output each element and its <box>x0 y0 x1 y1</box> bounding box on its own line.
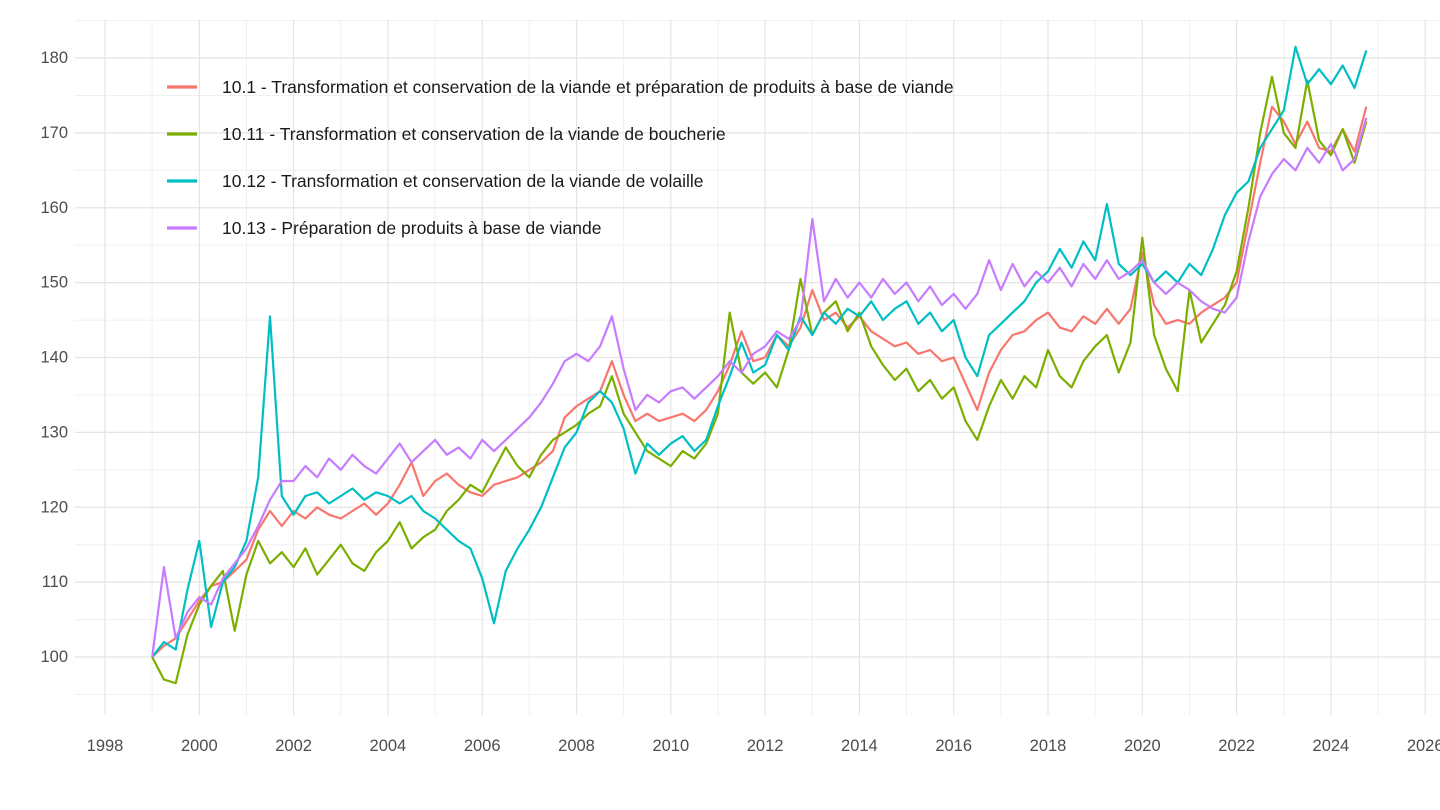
series-line-10.11 <box>151 75 1368 685</box>
x-axis-tick-label: 2002 <box>275 737 312 755</box>
x-axis-tick-label: 2018 <box>1030 737 1067 755</box>
y-axis-tick-label: 150 <box>40 274 68 292</box>
x-axis-tick-label: 2012 <box>747 737 784 755</box>
legend-label-10.13: 10.13 - Préparation de produits à base d… <box>222 218 601 238</box>
y-axis-tick-label: 180 <box>40 49 68 67</box>
x-axis-tick-label: 2000 <box>181 737 218 755</box>
y-axis-tick-label: 120 <box>40 498 68 516</box>
x-axis-tick-label: 2022 <box>1218 737 1255 755</box>
x-axis-tick-label: 2004 <box>370 737 407 755</box>
x-axis-tick-label: 2026 <box>1407 737 1440 755</box>
y-axis-tick-label: 170 <box>40 124 68 142</box>
x-axis-tick-label: 1998 <box>87 737 124 755</box>
y-axis-tick-label: 140 <box>40 349 68 367</box>
x-axis-tick-label: 2010 <box>652 737 689 755</box>
x-axis-tick-label: 2024 <box>1313 737 1350 755</box>
y-axis-tick-label: 100 <box>40 648 68 666</box>
y-axis-tick-label: 110 <box>42 573 68 591</box>
series-line-10.13 <box>151 117 1368 658</box>
x-axis-tick-label: 2006 <box>464 737 501 755</box>
x-axis-tick-label: 2016 <box>935 737 972 755</box>
series-line-10.1 <box>151 105 1368 658</box>
legend-label-10.11: 10.11 - Transformation et conservation d… <box>222 124 726 144</box>
x-axis-tick-label: 2008 <box>558 737 595 755</box>
series-line-10.12 <box>151 45 1368 658</box>
x-axis-tick-label: 2020 <box>1124 737 1161 755</box>
y-axis-tick-label: 130 <box>40 423 68 441</box>
y-axis-tick-label: 160 <box>40 199 68 217</box>
legend-label-10.1: 10.1 - Transformation et conservation de… <box>222 77 954 97</box>
x-axis-tick-label: 2014 <box>841 737 878 755</box>
legend-label-10.12: 10.12 - Transformation et conservation d… <box>222 171 704 191</box>
